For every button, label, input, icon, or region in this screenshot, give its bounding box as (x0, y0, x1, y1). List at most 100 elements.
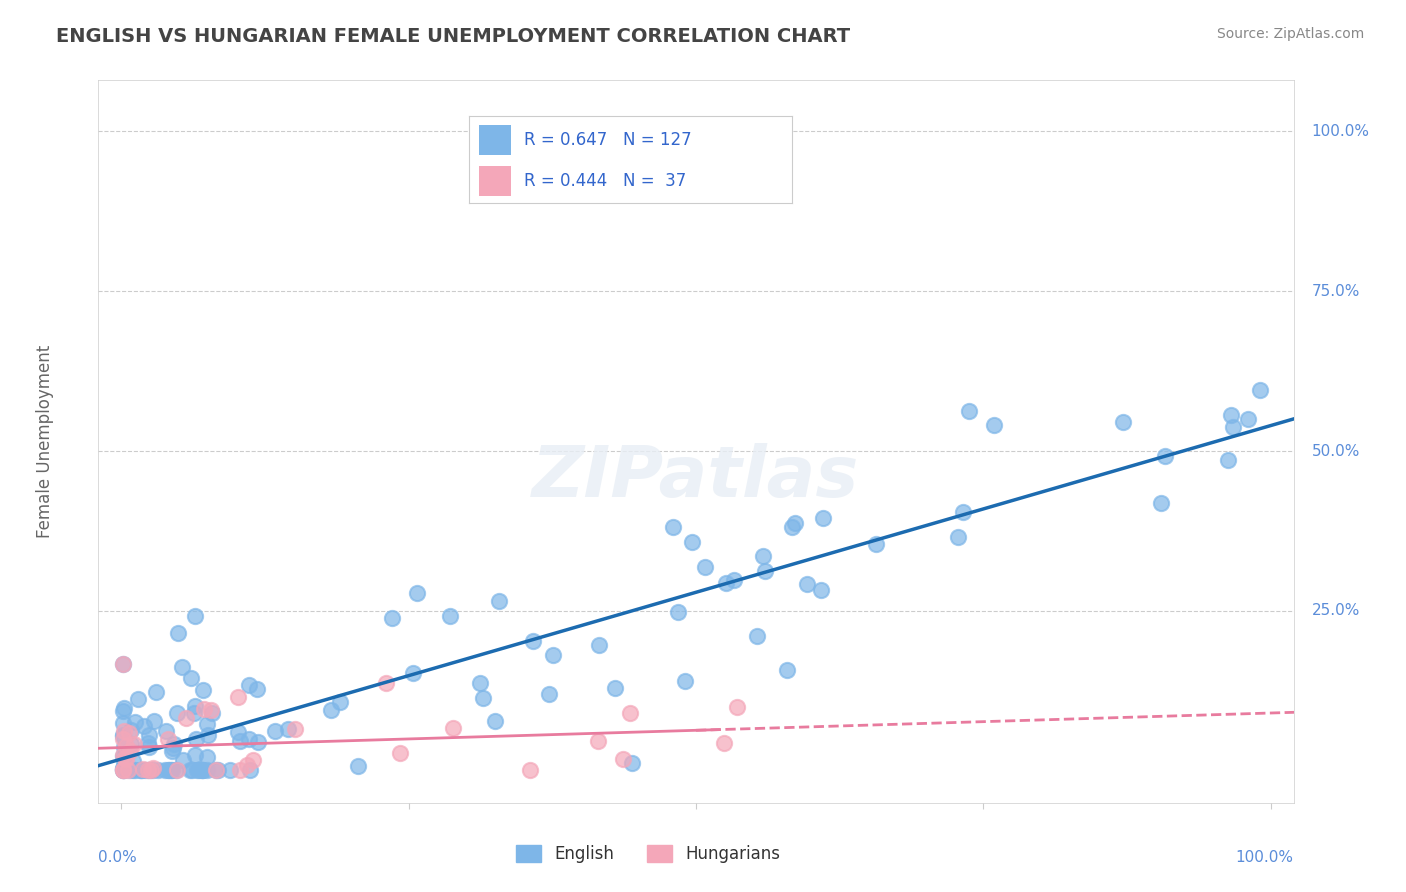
Point (184, 698, 207, 713)
Point (183, 609, 205, 624)
Point (122, 738, 145, 752)
Point (114, 750, 136, 764)
Point (673, 673, 696, 688)
Point (776, 663, 799, 677)
Point (156, 763, 179, 777)
Point (375, 676, 398, 690)
Point (111, 763, 134, 777)
Point (183, 706, 205, 721)
Point (174, 711, 197, 725)
Point (197, 763, 219, 777)
Point (346, 759, 368, 773)
Point (111, 748, 134, 763)
Point (138, 728, 160, 742)
Point (111, 657, 134, 671)
Point (284, 722, 307, 736)
Point (713, 736, 735, 750)
Point (226, 725, 249, 739)
Point (522, 633, 544, 648)
Point (1237, 412, 1260, 426)
Point (219, 763, 242, 777)
Point (163, 737, 186, 751)
Point (1222, 420, 1244, 434)
Point (264, 724, 287, 739)
Point (439, 609, 461, 624)
Point (186, 732, 208, 747)
Point (388, 746, 411, 760)
Point (138, 740, 160, 755)
Point (127, 692, 149, 706)
Text: 50.0%: 50.0% (1312, 443, 1360, 458)
Point (132, 719, 155, 733)
Point (136, 763, 159, 777)
Point (112, 701, 135, 715)
Point (747, 628, 769, 642)
Point (142, 763, 165, 777)
Point (166, 763, 188, 777)
Point (179, 763, 201, 777)
Point (519, 763, 541, 777)
Point (603, 681, 626, 696)
FancyBboxPatch shape (478, 166, 510, 196)
Point (381, 611, 404, 625)
Point (165, 763, 187, 777)
Point (131, 763, 153, 777)
Point (117, 763, 139, 777)
Point (229, 763, 252, 777)
Point (537, 687, 560, 701)
Point (471, 691, 494, 706)
Point (162, 740, 184, 755)
Point (136, 736, 159, 750)
Text: 100.0%: 100.0% (1236, 850, 1294, 864)
Point (207, 763, 229, 777)
Point (1216, 452, 1239, 467)
Point (725, 700, 748, 714)
Point (204, 763, 226, 777)
Point (1219, 408, 1241, 422)
Point (754, 565, 776, 579)
Point (136, 763, 159, 777)
Point (172, 753, 194, 767)
Point (488, 594, 510, 608)
Point (662, 520, 685, 534)
Point (111, 763, 134, 777)
Point (180, 671, 202, 685)
Point (200, 706, 222, 720)
Point (118, 726, 141, 740)
Point (111, 747, 134, 762)
Point (115, 752, 138, 766)
Point (238, 678, 260, 692)
Text: 100.0%: 100.0% (1312, 124, 1369, 139)
Point (118, 763, 141, 777)
Point (122, 763, 145, 777)
Point (405, 586, 427, 600)
Point (162, 744, 184, 758)
Point (723, 573, 745, 587)
Point (586, 734, 609, 748)
Point (484, 714, 506, 729)
Point (111, 732, 134, 747)
Point (1153, 449, 1175, 463)
Point (142, 761, 165, 775)
Point (193, 763, 215, 777)
Point (1249, 384, 1271, 398)
Point (865, 536, 887, 550)
Point (277, 722, 299, 736)
Point (541, 648, 564, 663)
Point (112, 657, 135, 671)
Point (810, 582, 832, 597)
Point (166, 706, 188, 720)
Point (402, 666, 425, 681)
Point (197, 728, 219, 742)
Point (134, 763, 156, 777)
Point (796, 577, 818, 591)
Point (1149, 496, 1171, 510)
Point (170, 660, 193, 674)
Point (193, 683, 215, 698)
Point (186, 763, 208, 777)
Point (620, 756, 643, 770)
Point (187, 763, 209, 777)
Point (112, 739, 135, 754)
Point (112, 763, 135, 777)
Point (619, 706, 641, 720)
